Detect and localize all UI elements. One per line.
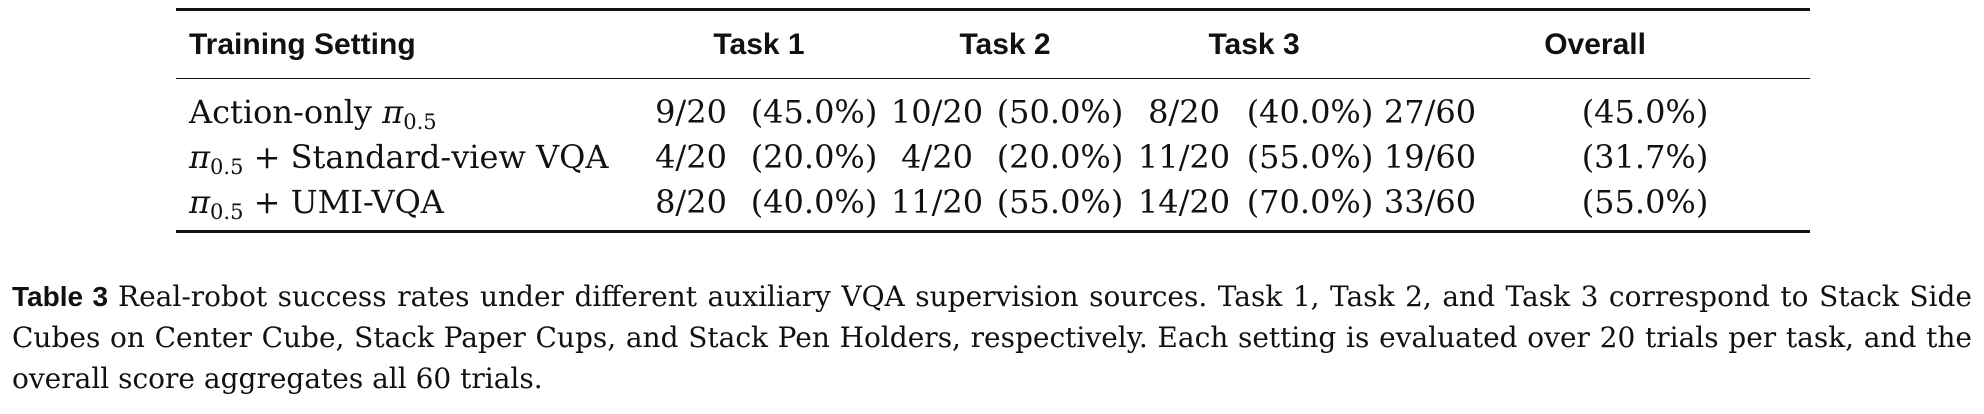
task1-count: 9/20	[655, 92, 727, 131]
task2-percent: (50.0%)	[996, 92, 1124, 131]
row-setting-label: π0.5 + Standard-view VQA	[189, 137, 609, 179]
task3-count: 11/20	[1137, 137, 1231, 176]
task3-count: 8/20	[1148, 92, 1220, 131]
header-row: Training Setting Task 1 Task 2 Task 3 Ov…	[176, 11, 1810, 78]
task2-percent: (20.0%)	[996, 137, 1124, 176]
task2-count: 11/20	[890, 182, 984, 221]
results-table: Training Setting Task 1 Task 2 Task 3 Ov…	[176, 8, 1810, 233]
header-task-2: Task 2	[959, 27, 1051, 61]
caption-label: Table 3	[12, 281, 109, 312]
bottom-rule	[176, 230, 1810, 233]
top-rule	[176, 8, 1810, 11]
row-setting-label: π0.5 + UMI-VQA	[189, 182, 444, 224]
task2-percent: (55.0%)	[996, 182, 1124, 221]
overall-count: 27/60	[1383, 92, 1477, 131]
task3-percent: (70.0%)	[1246, 182, 1374, 221]
table-row: π0.5 + Standard-view VQA 4/20 (20.0%) 4/…	[176, 134, 1810, 179]
task1-percent: (20.0%)	[750, 137, 878, 176]
caption-text: Real-robot success rates under different…	[12, 280, 1972, 395]
task1-percent: (40.0%)	[750, 182, 878, 221]
task3-percent: (40.0%)	[1246, 92, 1374, 131]
task2-count: 4/20	[901, 137, 973, 176]
header-task-1: Task 1	[713, 27, 805, 61]
task1-percent: (45.0%)	[750, 92, 878, 131]
table-row: Action-only π0.5 9/20 (45.0%) 10/20 (50.…	[176, 79, 1810, 134]
task3-percent: (55.0%)	[1246, 137, 1374, 176]
overall-percent: (45.0%)	[1581, 92, 1709, 131]
overall-count: 19/60	[1383, 137, 1477, 176]
mid-rule	[176, 78, 1810, 79]
row-setting-label: Action-only π0.5	[189, 92, 437, 134]
task3-count: 14/20	[1137, 182, 1231, 221]
task1-count: 8/20	[655, 182, 727, 221]
table-caption: Table 3 Real-robot success rates under di…	[12, 276, 1972, 399]
header-task-3: Task 3	[1208, 27, 1300, 61]
overall-percent: (31.7%)	[1581, 137, 1709, 176]
header-overall: Overall	[1544, 27, 1646, 61]
task1-count: 4/20	[655, 137, 727, 176]
overall-count: 33/60	[1383, 182, 1477, 221]
header-training-setting: Training Setting	[189, 27, 416, 61]
table-row: π0.5 + UMI-VQA 8/20 (40.0%) 11/20 (55.0%…	[176, 179, 1810, 230]
task2-count: 10/20	[890, 92, 984, 131]
overall-percent: (55.0%)	[1581, 182, 1709, 221]
